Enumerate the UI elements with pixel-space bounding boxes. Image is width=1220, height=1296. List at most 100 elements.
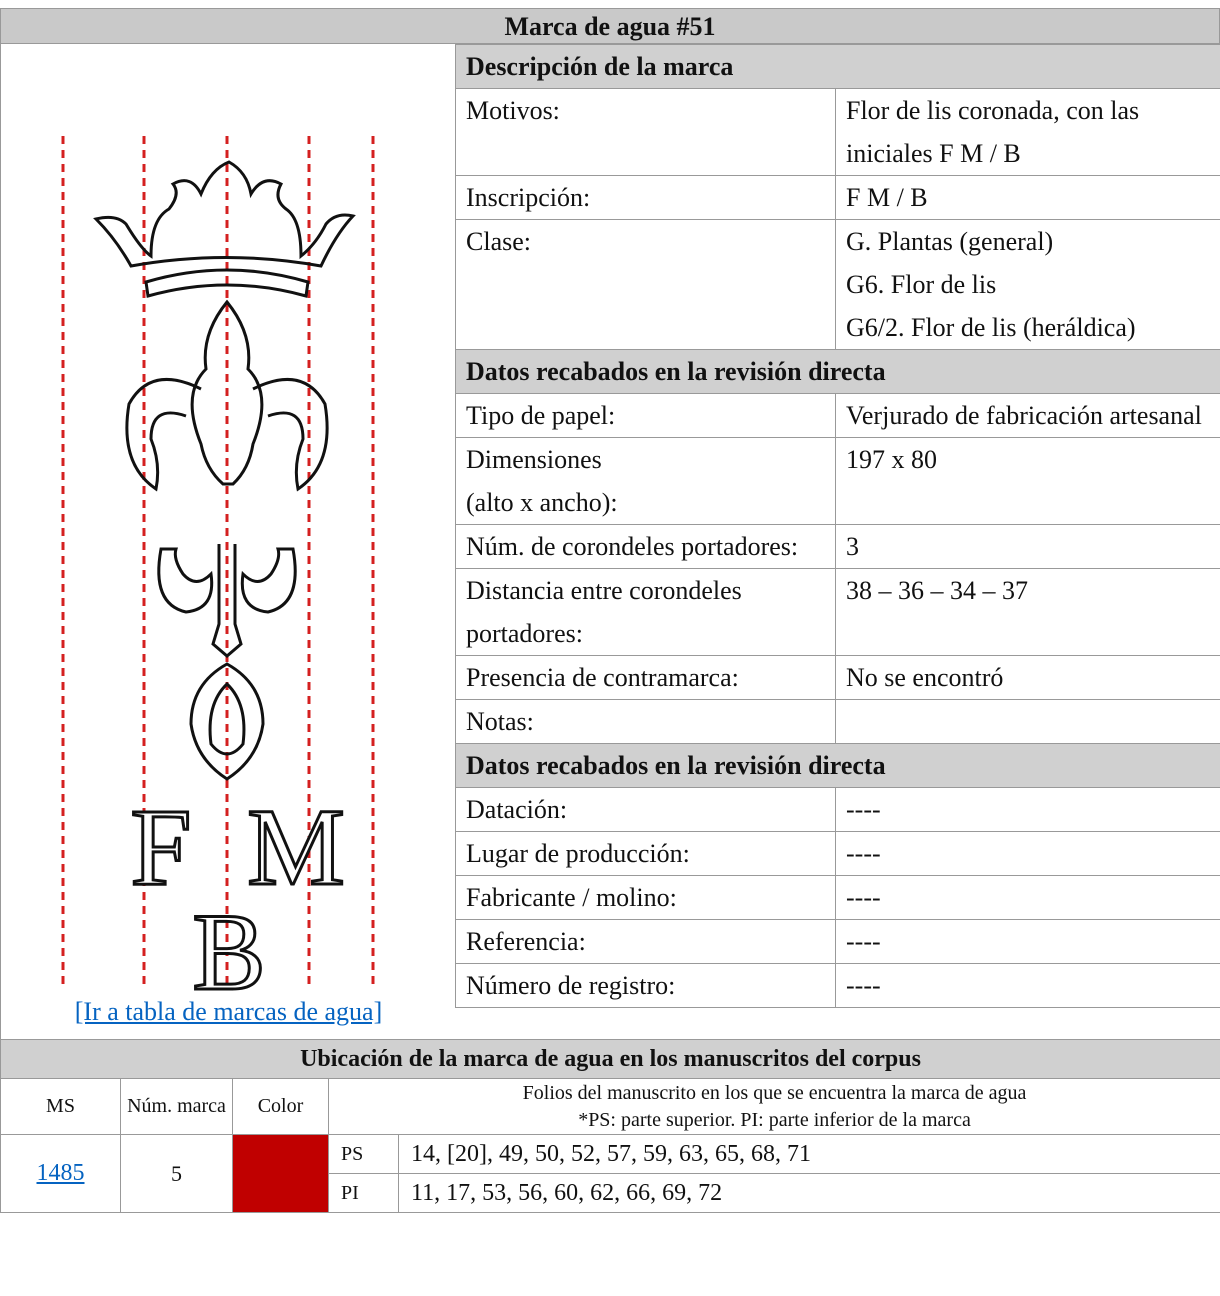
fleur-petal bbox=[190, 299, 264, 486]
description-table: Descripción de la marca Motivos: Flor de l… bbox=[454, 44, 1220, 1008]
field-row: Lugar de producción: ---- bbox=[455, 831, 1220, 876]
color-swatch bbox=[232, 1134, 329, 1213]
field-label: Lugar de producción: bbox=[455, 831, 836, 876]
field-value bbox=[834, 699, 1220, 744]
initial: B bbox=[192, 891, 265, 1013]
mark-number: 5 bbox=[120, 1134, 233, 1213]
field-label: Notas: bbox=[455, 699, 836, 744]
field-label: Motivos: bbox=[455, 88, 836, 176]
field-row: Distancia entre corondeles portadores: 38… bbox=[455, 568, 1220, 656]
field-value: Verjurado de fabricación artesanal bbox=[834, 393, 1220, 438]
field-row: Inscripción: F M / B bbox=[455, 175, 1220, 220]
field-value: ---- bbox=[834, 787, 1220, 832]
section-heading: Datos recabados en la revisión directa bbox=[454, 349, 1220, 394]
field-label: Presencia de contramarca: bbox=[455, 655, 836, 700]
initial: M bbox=[247, 786, 345, 908]
field-value: ---- bbox=[834, 963, 1220, 1008]
field-label: Fabricante / molino: bbox=[455, 875, 836, 920]
field-row: Referencia: ---- bbox=[455, 919, 1220, 964]
field-row: Presencia de contramarca: No se encontró bbox=[455, 655, 1220, 700]
part-label: PI bbox=[328, 1173, 399, 1213]
column-header: Núm. marca bbox=[120, 1078, 233, 1135]
crown bbox=[93, 160, 356, 268]
initial: F bbox=[130, 786, 191, 908]
watermark-sheet: Marca de agua #51 bbox=[0, 8, 1220, 1213]
field-value: 38 – 36 – 34 – 37 bbox=[834, 568, 1220, 656]
column-header: Folios del manuscrito en los que se encu… bbox=[327, 1078, 1220, 1135]
field-label: Referencia: bbox=[455, 919, 836, 964]
text-line: G6/2. Flor de lis (heráldica) bbox=[846, 313, 1136, 342]
field-row: Notas: bbox=[455, 699, 1220, 744]
field-label: Dimensiones (alto x ancho): bbox=[455, 437, 836, 525]
main-row: F M B [Ir a tabla de marcas de agua] Des… bbox=[0, 44, 1220, 1039]
field-value: F M / B bbox=[834, 175, 1220, 220]
field-row: Tipo de papel: Verjurado de fabricación a… bbox=[455, 393, 1220, 438]
field-value: 197 x 80 bbox=[834, 437, 1220, 525]
text-line: Folios del manuscrito en los que se encu… bbox=[522, 1081, 1027, 1104]
field-label: Distancia entre corondeles portadores: bbox=[455, 568, 836, 656]
pendant bbox=[189, 662, 265, 781]
column-header: Color bbox=[232, 1078, 329, 1135]
column-header: MS bbox=[0, 1078, 121, 1135]
pendant-inner bbox=[208, 681, 246, 756]
field-value: ---- bbox=[834, 831, 1220, 876]
chain-lines bbox=[61, 136, 375, 989]
crown-band bbox=[144, 268, 310, 298]
table-link[interactable]: [Ir a tabla de marcas de agua] bbox=[74, 997, 383, 1026]
location-panel: Ubicación de la marca de agua en los man… bbox=[0, 1039, 1220, 1213]
field-value: Flor de lis coronada, con las iniciales … bbox=[834, 88, 1220, 176]
field-value: ---- bbox=[834, 875, 1220, 920]
field-row: Dimensiones (alto x ancho): 197 x 80 bbox=[455, 437, 1220, 525]
watermark-drawing: F M B bbox=[61, 136, 375, 1015]
field-label: Número de registro: bbox=[455, 963, 836, 1008]
text-line: Dimensiones bbox=[466, 445, 602, 474]
field-row: Número de registro: ---- bbox=[455, 963, 1220, 1008]
field-value: No se encontró bbox=[834, 655, 1220, 700]
section-heading: Datos recabados en la revisión directa bbox=[454, 743, 1220, 788]
part-label: PS bbox=[328, 1134, 399, 1174]
field-label: Datación: bbox=[455, 787, 836, 832]
sheet-title: Marca de agua #51 bbox=[0, 8, 1220, 44]
field-row: Clase: G. Plantas (general) G6. Flor de li… bbox=[455, 219, 1220, 350]
description-panel: Descripción de la marca Motivos: Flor de l… bbox=[454, 44, 1220, 1039]
text-line: G6. Flor de lis bbox=[846, 270, 997, 299]
text-line: (alto x ancho): bbox=[466, 488, 618, 517]
section-row: Datos recabados en la revisión directa bbox=[454, 743, 1220, 788]
field-row: Datación: ---- bbox=[455, 787, 1220, 832]
folio-row: 1485 5 PS 14, [20], 49, 50, 52, 57, 59, 63,… bbox=[0, 1134, 1220, 1213]
text-line: *PS: parte superior. PI: parte inferior … bbox=[578, 1108, 971, 1131]
ms-link[interactable]: 1485 bbox=[36, 1160, 85, 1186]
folio-list: 11, 17, 53, 56, 60, 62, 66, 69, 72 bbox=[397, 1173, 1220, 1213]
folio-list: 14, [20], 49, 50, 52, 57, 59, 63, 65, 68… bbox=[397, 1134, 1220, 1174]
field-row: Motivos: Flor de lis coronada, con las in… bbox=[455, 88, 1220, 176]
watermark-initials: F M B bbox=[129, 785, 347, 1015]
section-heading: Descripción de la marca bbox=[454, 44, 1220, 89]
crescent-left bbox=[157, 547, 214, 614]
field-value: G. Plantas (general) G6. Flor de lis G6/2.… bbox=[834, 219, 1220, 350]
section-row: Datos recabados en la revisión directa bbox=[454, 349, 1220, 394]
text-line: G. Plantas (general) bbox=[846, 227, 1054, 256]
fleur-petal-right bbox=[252, 377, 329, 492]
folio-row: PI 11, 17, 53, 56, 60, 62, 66, 69, 72 bbox=[1, 1173, 1220, 1213]
location-heading: Ubicación de la marca de agua en los man… bbox=[0, 1039, 1220, 1079]
column-header-row: MS Núm. marca Color Folios del manuscrito e… bbox=[0, 1078, 1220, 1135]
watermark-figure bbox=[93, 160, 356, 781]
fleur-petal-left bbox=[125, 377, 202, 492]
field-label: Tipo de papel: bbox=[455, 393, 836, 438]
field-label: Clase: bbox=[455, 219, 836, 350]
heading-row: Ubicación de la marca de agua en los man… bbox=[0, 1039, 1220, 1079]
location-table: Ubicación de la marca de agua en los man… bbox=[0, 1039, 1220, 1213]
field-row: Núm. de corondeles portadores: 3 bbox=[455, 524, 1220, 569]
field-value: ---- bbox=[834, 919, 1220, 964]
ms-cell: 1485 bbox=[0, 1134, 121, 1213]
field-row: Fabricante / molino: ---- bbox=[455, 875, 1220, 920]
fleur-stem bbox=[211, 544, 243, 658]
image-panel: F M B [Ir a tabla de marcas de agua] bbox=[0, 44, 455, 1039]
section-row: Descripción de la marca bbox=[454, 44, 1220, 89]
field-label: Núm. de corondeles portadores: bbox=[455, 524, 836, 569]
field-value: 3 bbox=[834, 524, 1220, 569]
crescent-right bbox=[240, 547, 297, 614]
field-label: Inscripción: bbox=[455, 175, 836, 220]
